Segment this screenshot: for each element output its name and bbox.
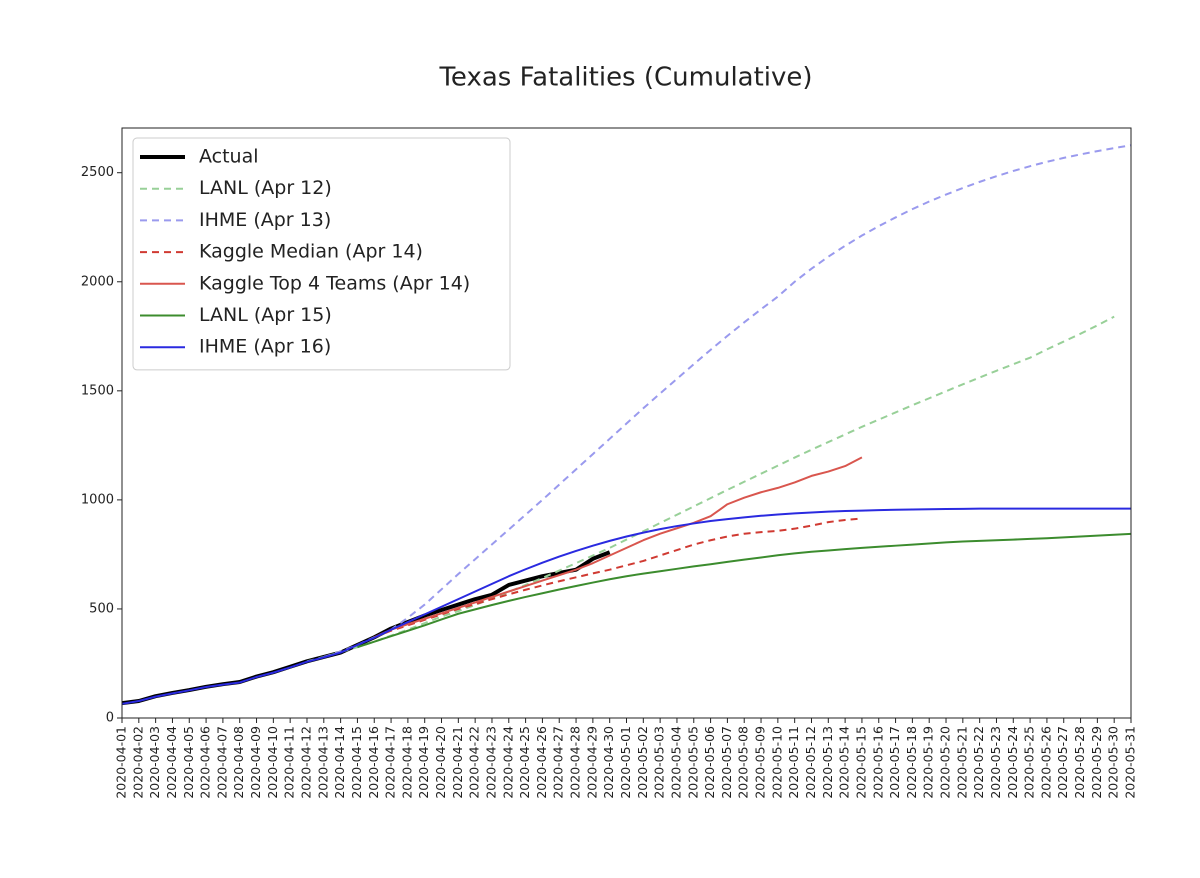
x-tick-label: 2020-05-24 <box>1005 726 1020 799</box>
x-tick-label: 2020-04-24 <box>500 726 515 799</box>
x-tick-label: 2020-05-25 <box>1022 726 1037 799</box>
x-tick-label: 2020-04-05 <box>181 726 196 799</box>
x-tick-label: 2020-04-13 <box>315 726 330 799</box>
x-tick-label: 2020-04-01 <box>114 726 129 799</box>
x-tick-label: 2020-05-27 <box>1055 726 1070 799</box>
series-line <box>306 315 1115 663</box>
x-tick-label: 2020-05-26 <box>1038 726 1053 799</box>
x-tick-label: 2020-04-12 <box>298 726 313 799</box>
x-tick-label: 2020-04-14 <box>332 726 347 799</box>
legend-label: IHME (Apr 13) <box>199 209 331 231</box>
x-tick-label: 2020-05-01 <box>618 726 633 799</box>
legend-label: Actual <box>199 146 259 168</box>
x-tick-label: 2020-05-05 <box>685 726 700 799</box>
legend-label: IHME (Apr 16) <box>199 336 331 358</box>
y-tick-label: 1500 <box>81 383 114 398</box>
series-line <box>121 550 611 706</box>
x-tick-label: 2020-04-06 <box>198 726 213 799</box>
x-tick-label: 2020-05-04 <box>668 726 683 799</box>
x-tick-label: 2020-05-10 <box>769 726 784 799</box>
x-tick-label: 2020-04-16 <box>366 726 381 799</box>
x-tick-label: 2020-04-11 <box>282 726 297 799</box>
x-tick-label: 2020-04-28 <box>568 726 583 799</box>
x-tick-label: 2020-05-13 <box>820 726 835 799</box>
x-tick-label: 2020-04-23 <box>483 726 498 799</box>
x-tick-label: 2020-05-12 <box>803 726 818 799</box>
x-tick-label: 2020-05-08 <box>736 726 751 799</box>
x-tick-label: 2020-04-02 <box>130 726 145 799</box>
series-line <box>373 517 863 639</box>
x-tick-label: 2020-04-25 <box>517 726 532 799</box>
y-tick-label: 0 <box>106 711 114 726</box>
y-tick-label: 500 <box>89 601 114 616</box>
legend-label: LANL (Apr 12) <box>199 177 332 199</box>
legend-label: Kaggle Top 4 Teams (Apr 14) <box>199 272 470 294</box>
x-tick-label: 2020-05-22 <box>971 726 986 799</box>
y-tick-label: 2500 <box>81 165 114 180</box>
series-line <box>323 144 1132 658</box>
series-line <box>121 507 1131 705</box>
x-tick-label: 2020-04-19 <box>416 726 431 799</box>
x-tick-label: 2020-04-07 <box>214 726 229 799</box>
x-tick-label: 2020-04-22 <box>467 726 482 799</box>
x-tick-label: 2020-04-09 <box>248 726 263 799</box>
y-tick-label: 2000 <box>81 274 114 289</box>
legend-box <box>132 137 511 371</box>
chart-title: Texas Fatalities (Cumulative) <box>438 63 812 93</box>
x-tick-label: 2020-05-03 <box>652 726 667 799</box>
x-tick-label: 2020-05-06 <box>702 726 717 799</box>
x-tick-label: 2020-04-21 <box>450 726 465 799</box>
x-tick-label: 2020-05-19 <box>921 726 936 799</box>
x-tick-label: 2020-05-28 <box>1072 726 1087 799</box>
x-tick-label: 2020-04-08 <box>231 726 246 799</box>
plot-frame <box>121 127 1132 719</box>
x-tick-label: 2020-04-26 <box>534 726 549 799</box>
x-tick-label: 2020-05-21 <box>954 726 969 799</box>
legend-label: LANL (Apr 15) <box>199 304 332 326</box>
x-tick-label: 2020-04-30 <box>601 726 616 799</box>
y-tick-label: 1000 <box>81 492 114 507</box>
x-tick-label: 2020-05-02 <box>635 726 650 799</box>
series-line <box>373 456 863 639</box>
legend-label: Kaggle Median (Apr 14) <box>199 241 423 263</box>
x-tick-label: 2020-05-14 <box>837 726 852 799</box>
x-tick-label: 2020-04-03 <box>147 726 162 799</box>
x-tick-label: 2020-05-18 <box>904 726 919 799</box>
x-tick-label: 2020-05-15 <box>853 726 868 799</box>
x-tick-label: 2020-05-31 <box>1123 726 1138 799</box>
x-tick-label: 2020-05-29 <box>1089 726 1104 799</box>
x-tick-label: 2020-04-04 <box>164 726 179 799</box>
series-line <box>357 532 1132 649</box>
x-tick-label: 2020-05-11 <box>786 726 801 799</box>
x-tick-label: 2020-04-20 <box>433 726 448 799</box>
x-tick-label: 2020-05-23 <box>988 726 1003 799</box>
x-tick-label: 2020-05-20 <box>938 726 953 799</box>
x-tick-label: 2020-04-17 <box>383 726 398 799</box>
x-tick-label: 2020-05-17 <box>887 726 902 799</box>
x-tick-label: 2020-05-30 <box>1106 726 1121 799</box>
x-tick-label: 2020-05-07 <box>719 726 734 799</box>
x-tick-label: 2020-04-18 <box>399 726 414 799</box>
x-tick-label: 2020-04-29 <box>584 726 599 799</box>
x-tick-label: 2020-05-09 <box>753 726 768 799</box>
x-tick-label: 2020-04-27 <box>551 726 566 799</box>
x-tick-label: 2020-04-10 <box>265 726 280 799</box>
x-tick-label: 2020-05-16 <box>870 726 885 799</box>
x-tick-label: 2020-04-15 <box>349 726 364 799</box>
